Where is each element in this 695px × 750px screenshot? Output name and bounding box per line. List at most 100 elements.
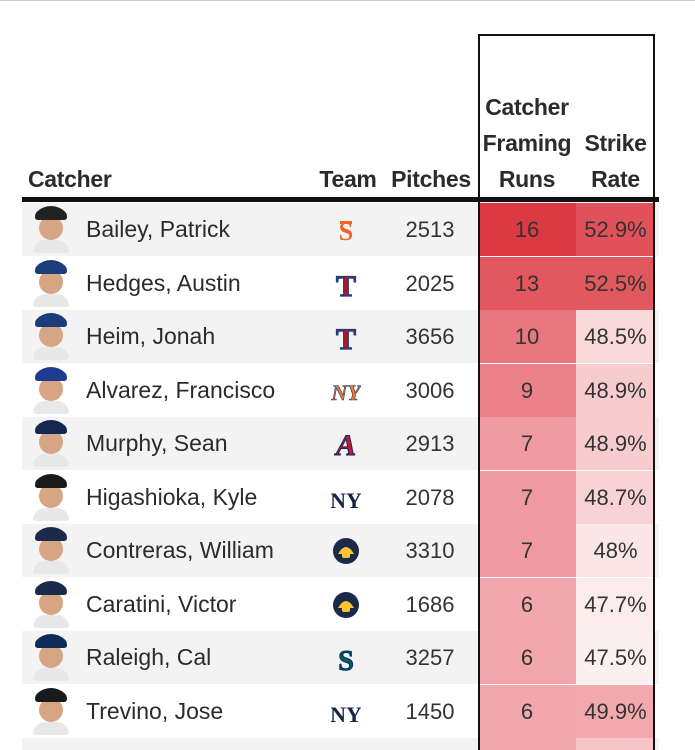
- pitches-cell: 2513: [405, 217, 455, 242]
- player-cap: [35, 259, 67, 274]
- player-headshot: [31, 687, 71, 735]
- player-cap: [35, 366, 67, 381]
- player-name: Hedges, Austin: [86, 269, 241, 296]
- player-headshot: [31, 313, 71, 360]
- player-cap: [35, 313, 67, 327]
- strike-rate-cell-partial: [576, 738, 655, 750]
- player-jersey: [33, 454, 69, 467]
- player-headshot: [31, 580, 71, 628]
- svg-text:NY: NY: [331, 380, 361, 405]
- table-row: Contreras, William 3310 7 48%: [22, 524, 659, 577]
- header-framing-runs-line3: Runs: [498, 166, 556, 192]
- mets-logo-icon: NY: [330, 376, 363, 406]
- player-jersey: [33, 400, 69, 414]
- svg-text:S: S: [338, 646, 354, 673]
- player-name: Raleigh, Cal: [86, 644, 212, 670]
- table-row: Heim, Jonah T 3656 10 48.5%: [22, 310, 659, 363]
- pitches-cell: 3310: [405, 538, 455, 563]
- header-framing-runs-line1: Catcher: [485, 94, 569, 120]
- player-face: [39, 269, 63, 294]
- framing-runs-cell-partial: [478, 738, 576, 750]
- player-face: [39, 216, 63, 240]
- header-team: Team: [319, 166, 377, 192]
- player-headshot: [31, 420, 71, 467]
- player-cap: [35, 206, 67, 220]
- svg-text:A: A: [334, 429, 356, 459]
- player-headshot: [31, 366, 71, 414]
- header-framing-runs-line2: Framing: [482, 130, 572, 156]
- strike-rate-cell: 48.9%: [576, 363, 655, 417]
- table-row: Raleigh, Cal S 3257 6 47.5%: [22, 631, 659, 684]
- player-name: Trevino, Jose: [86, 697, 224, 724]
- strike-rate-cell: 49.9%: [576, 684, 655, 738]
- brewers-logo-icon: [331, 590, 361, 620]
- player-name: Contreras, William: [86, 537, 274, 563]
- svg-text:S: S: [339, 217, 353, 245]
- pitches-cell: 3257: [405, 645, 455, 670]
- framing-runs-cell: 9: [478, 363, 576, 417]
- table-row: Bailey, Patrick S 2513 16 52.9%: [22, 203, 659, 256]
- player-name: Heim, Jonah: [86, 323, 216, 349]
- braves-logo-icon: A: [331, 429, 361, 463]
- header-catcher: Catcher: [28, 166, 112, 192]
- framing-runs-cell: 6: [478, 631, 576, 684]
- strike-rate-cell: 47.5%: [576, 631, 655, 684]
- framing-runs-cell: 7: [478, 524, 576, 577]
- yankees-logo-icon: NY: [330, 697, 362, 727]
- giants-logo-icon: S: [331, 215, 361, 246]
- top-divider: [0, 0, 695, 1]
- player-face: [39, 430, 63, 454]
- player-cap: [35, 527, 67, 541]
- pitches-cell: 2025: [405, 270, 455, 296]
- framing-runs-cell: 16: [478, 203, 576, 256]
- player-headshot: [31, 634, 71, 681]
- mariners-logo-icon: S: [331, 643, 361, 678]
- player-headshot: [31, 259, 71, 307]
- header-strike-rate-line1: Strike: [584, 130, 647, 156]
- svg-text:NY: NY: [331, 702, 361, 727]
- rangers-logo-icon: T: [331, 269, 361, 303]
- player-face: [39, 537, 63, 561]
- table-row: Hedges, Austin T 2025 13 52.5%: [22, 256, 659, 310]
- table-row-partial: [22, 738, 659, 750]
- svg-text:NY: NY: [331, 488, 361, 513]
- pitches-cell: 2913: [405, 431, 455, 456]
- player-jersey: [33, 561, 69, 574]
- framing-runs-cell: 13: [478, 256, 576, 310]
- framing-runs-cell: 10: [478, 310, 576, 363]
- player-face: [39, 697, 63, 722]
- player-jersey: [33, 668, 69, 681]
- framing-runs-cell: 7: [478, 417, 576, 470]
- player-face: [39, 483, 63, 508]
- pitches-cell: 3656: [405, 324, 455, 349]
- player-cap: [35, 473, 67, 488]
- player-headshot: [31, 473, 71, 521]
- table-row: Higashioka, Kyle NY 2078 7 48.7%: [22, 470, 659, 524]
- player-face: [39, 590, 63, 615]
- strike-rate-cell: 48.9%: [576, 417, 655, 470]
- header-pitches: Pitches: [391, 166, 471, 192]
- player-face: [39, 644, 63, 668]
- table-row: Trevino, Jose NY 1450 6 49.9%: [22, 684, 659, 738]
- player-name: Higashioka, Kyle: [86, 483, 258, 510]
- player-name: Murphy, Sean: [86, 430, 228, 456]
- strike-rate-cell: 48%: [576, 524, 655, 577]
- player-face: [39, 376, 63, 401]
- strike-rate-cell: 47.7%: [576, 577, 655, 631]
- player-jersey: [33, 347, 69, 360]
- pitches-cell: 3006: [405, 377, 455, 403]
- player-cap: [35, 420, 67, 434]
- strike-rate-cell: 48.7%: [576, 470, 655, 524]
- player-cap: [35, 634, 67, 648]
- brewers-logo-icon: [331, 536, 361, 566]
- rangers-logo-icon: T: [331, 322, 361, 356]
- player-cap: [35, 687, 67, 702]
- svg-text:T: T: [336, 270, 356, 299]
- strike-rate-cell: 52.9%: [576, 203, 655, 256]
- player-headshot: [31, 527, 71, 574]
- pitches-cell: 1450: [405, 698, 455, 724]
- player-name: Caratini, Victor: [86, 590, 237, 617]
- table-row: Caratini, Victor 1686 6 47.7%: [22, 577, 659, 631]
- player-cap: [35, 580, 67, 595]
- player-face: [39, 323, 63, 347]
